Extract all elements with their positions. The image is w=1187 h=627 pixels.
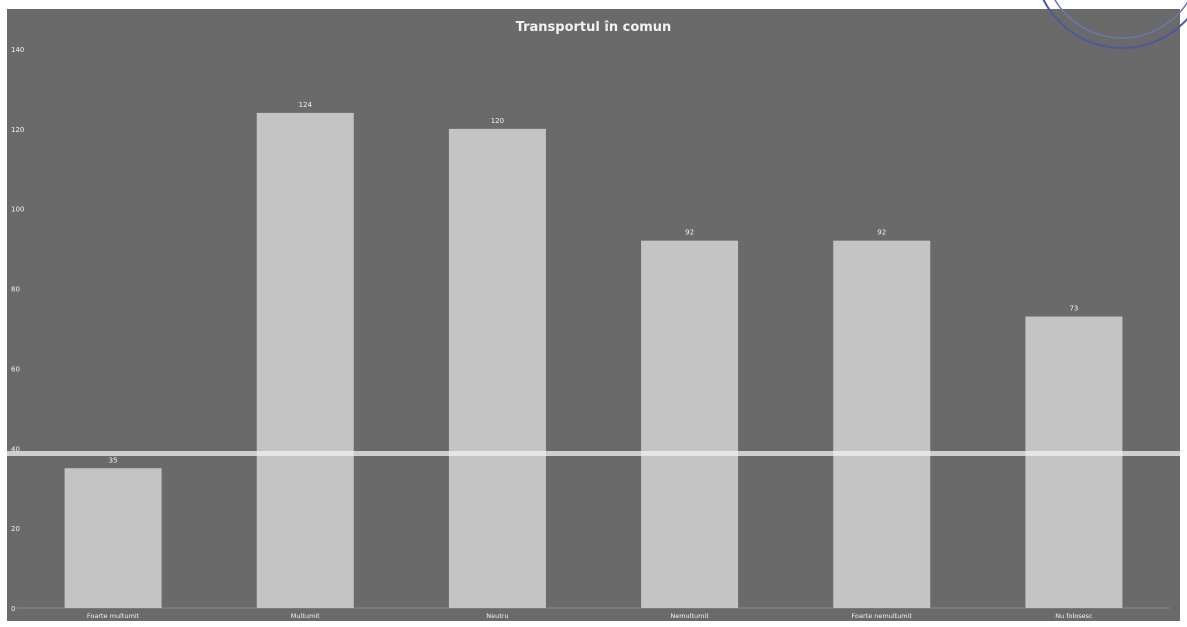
bar <box>641 240 739 608</box>
bar-value-label: 92 <box>685 229 694 237</box>
bar <box>64 468 162 608</box>
x-tick-label: Foarte nemultumit <box>852 612 913 620</box>
x-tick-label: Multumit <box>291 612 320 620</box>
chart-frame: Transportul în comun 0 20 40 60 80 100 120 140 35… <box>7 9 1180 621</box>
bar-value-label: 73 <box>1069 305 1078 313</box>
bar-value-label: 120 <box>491 117 504 125</box>
y-tick-label: 60 <box>11 365 20 373</box>
y-tick-label: 100 <box>11 206 24 214</box>
y-tick-label: 140 <box>11 46 24 54</box>
y-tick-label: 120 <box>11 126 24 134</box>
y-tick-label: 0 <box>11 605 15 613</box>
y-tick-label: 40 <box>11 445 20 453</box>
scan-line <box>7 451 1180 456</box>
bar <box>448 128 546 608</box>
x-tick-label: Nemultumit <box>670 612 709 620</box>
x-tick-label: Neutru <box>486 612 508 620</box>
bar-value-label: 35 <box>109 456 118 464</box>
chart-title: Transportul în comun <box>516 20 672 35</box>
bar <box>833 240 931 608</box>
bar-value-label: 124 <box>299 101 313 109</box>
y-tick-label: 80 <box>11 286 20 294</box>
bar-value-label: 92 <box>877 229 886 237</box>
bar <box>256 112 354 608</box>
bar <box>1025 316 1123 608</box>
y-tick-label: 20 <box>11 525 20 533</box>
x-tick-label: Foarte multumit <box>87 612 140 620</box>
x-tick-label: Nu folosesc <box>1055 612 1093 620</box>
bar-chart: Transportul în comun 0 20 40 60 80 100 120 140 35… <box>7 20 1180 620</box>
